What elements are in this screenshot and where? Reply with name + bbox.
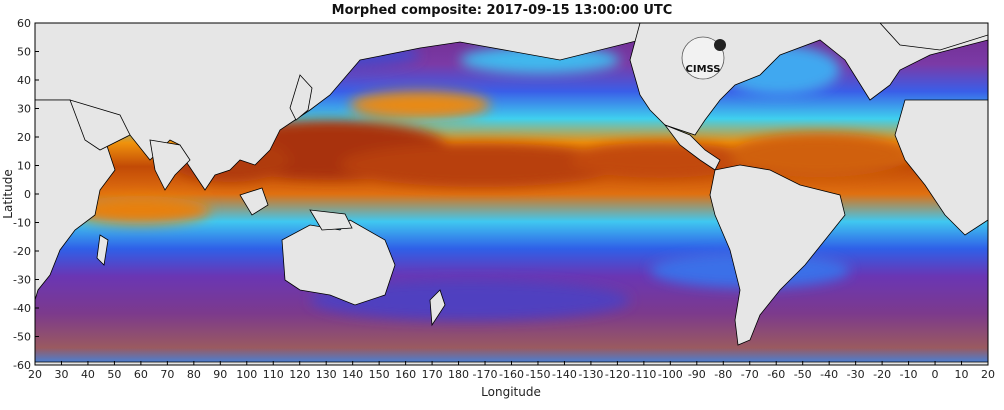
land-central-america	[663, 124, 721, 171]
x-tick-label: -160	[499, 368, 524, 381]
x-tick-label: 90	[213, 368, 227, 381]
x-tick-label: 70	[160, 368, 174, 381]
land-south-america	[709, 164, 846, 346]
x-tick-label: 140	[342, 368, 363, 381]
x-tick-label: 80	[187, 368, 201, 381]
y-tick-label: -10	[13, 217, 31, 230]
x-tick-label: 20	[28, 368, 42, 381]
y-tick-label: -30	[13, 274, 31, 287]
y-tick-label: 20	[17, 131, 31, 144]
land-new-guinea	[309, 209, 353, 231]
x-tick-label: -90	[688, 368, 706, 381]
y-tick-label: -40	[13, 302, 31, 315]
land-arabia	[69, 99, 131, 151]
x-tick-label: 60	[134, 368, 148, 381]
x-tick-label: 130	[316, 368, 337, 381]
x-tick-label: 0	[932, 368, 939, 381]
x-tick-label: 180	[448, 368, 469, 381]
x-tick-label: 30	[54, 368, 68, 381]
y-tick-label: -60	[13, 359, 31, 372]
land-madagascar	[96, 234, 109, 266]
x-tick-label: 150	[369, 368, 390, 381]
x-tick-label: 170	[422, 368, 443, 381]
y-tick-label: -20	[13, 245, 31, 258]
x-tick-label: 20	[981, 368, 995, 381]
x-tick-label: -30	[847, 368, 865, 381]
x-tick-label: 120	[289, 368, 310, 381]
x-tick-label: -40	[820, 368, 838, 381]
y-tick-label: 50	[17, 46, 31, 59]
y-axis-label: Latitude	[1, 169, 15, 218]
y-tick-label: 60	[17, 17, 31, 30]
x-tick-label: -80	[714, 368, 732, 381]
x-tick-label: -10	[900, 368, 918, 381]
x-axis-label: Longitude	[481, 385, 541, 399]
x-tick-label: 160	[395, 368, 416, 381]
land-india	[149, 139, 191, 191]
y-tick-label: 10	[17, 160, 31, 173]
x-tick-label: 10	[955, 368, 969, 381]
x-tick-label: -50	[794, 368, 812, 381]
map-title: Morphed composite: 2017-09-15 13:00:00 U…	[331, 3, 673, 18]
y-tick-label: 30	[17, 103, 31, 116]
x-tick-label: -150	[525, 368, 550, 381]
y-tick-label: 0	[24, 188, 31, 201]
x-tick-label: -120	[605, 368, 630, 381]
x-tick-label: -140	[552, 368, 577, 381]
land-japan	[289, 74, 313, 121]
x-tick-label: -170	[473, 368, 498, 381]
logo-text: CIMSS	[686, 64, 721, 75]
x-tick-label: -70	[741, 368, 759, 381]
y-axis-ticks: 60 50 40 30 20 10 0 -10 -20 -30 -40 -50 -60	[13, 17, 39, 372]
land-new-zealand	[429, 289, 446, 327]
x-tick-label: -130	[578, 368, 603, 381]
land-borneo	[239, 187, 269, 216]
y-tick-label: -50	[13, 331, 31, 344]
x-tick-label: 40	[81, 368, 95, 381]
x-tick-label: -110	[631, 368, 656, 381]
x-axis-ticks: 20 30 40 50 60 70 80 90 100 110 120 130 140 150 160 170…	[28, 361, 995, 381]
land-west-africa-right	[894, 99, 988, 236]
x-tick-label: -100	[658, 368, 683, 381]
y-tick-label: 40	[17, 74, 31, 87]
x-tick-label: -20	[873, 368, 891, 381]
x-tick-label: 110	[263, 368, 284, 381]
x-tick-label: 50	[107, 368, 121, 381]
land-greenland	[879, 23, 988, 51]
x-tick-label: 100	[236, 368, 257, 381]
x-tick-label: -60	[767, 368, 785, 381]
logo: CIMSS	[681, 36, 726, 80]
